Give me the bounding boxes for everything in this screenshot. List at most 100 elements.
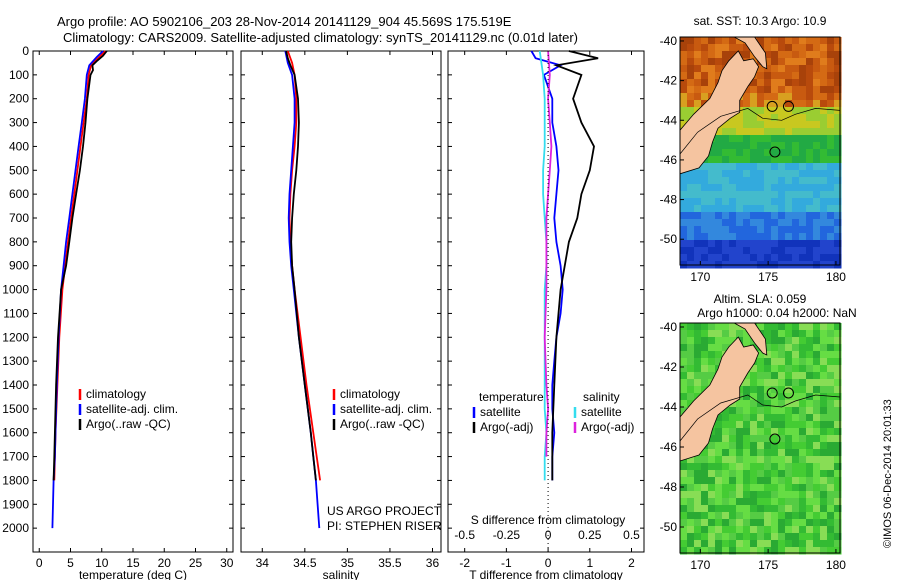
map-cell bbox=[736, 442, 744, 450]
map-cell bbox=[827, 37, 835, 45]
map-cell bbox=[799, 107, 807, 115]
map-cell bbox=[785, 547, 793, 555]
map-cell bbox=[792, 519, 800, 527]
map-cell bbox=[834, 240, 842, 248]
map-cell bbox=[827, 435, 835, 443]
map-cell bbox=[820, 37, 828, 45]
map-cell bbox=[806, 337, 814, 345]
map-cell bbox=[715, 491, 723, 499]
project-annotation: US ARGO PROJECT bbox=[327, 504, 442, 518]
map-cell bbox=[729, 477, 737, 485]
map-cell bbox=[708, 337, 716, 345]
map-cell bbox=[827, 470, 835, 478]
map-cell bbox=[827, 142, 835, 150]
map-cell bbox=[827, 184, 835, 192]
map-cell bbox=[806, 233, 814, 241]
map-cell bbox=[701, 184, 709, 192]
map-cell bbox=[827, 93, 835, 101]
map-cell bbox=[687, 254, 695, 262]
map-cell bbox=[687, 107, 695, 115]
map-cell bbox=[834, 337, 842, 345]
map-cell bbox=[722, 330, 730, 338]
map-cell bbox=[813, 407, 821, 415]
map-cell bbox=[778, 344, 786, 352]
map-cell bbox=[764, 477, 772, 485]
map-cell bbox=[813, 205, 821, 213]
map-cell bbox=[806, 547, 814, 555]
map-cell bbox=[813, 86, 821, 94]
map-cell bbox=[715, 547, 723, 555]
map-cell bbox=[743, 170, 751, 178]
map-cell bbox=[736, 156, 744, 164]
map-cell bbox=[736, 177, 744, 185]
map-cell bbox=[701, 177, 709, 185]
map-cell bbox=[806, 428, 814, 436]
map-cell bbox=[736, 421, 744, 429]
difference-profile-panel: -2 -1 0 1 2 T difference from climatology temp… bbox=[447, 50, 645, 580]
map-cell bbox=[736, 37, 744, 45]
map-cell bbox=[729, 519, 737, 527]
map-cell bbox=[778, 393, 786, 401]
x-tick-label: 35 bbox=[341, 556, 355, 570]
map-cell bbox=[729, 198, 737, 206]
bathymetry-contour bbox=[679, 394, 841, 442]
map-cell bbox=[792, 547, 800, 555]
map-cell bbox=[750, 428, 758, 436]
map-cell bbox=[701, 72, 709, 80]
map-cell bbox=[757, 107, 765, 115]
map-cell bbox=[729, 491, 737, 499]
map-cell bbox=[722, 470, 730, 478]
map-cell bbox=[736, 128, 744, 136]
map-cell bbox=[813, 170, 821, 178]
map-y-tick-label: -44 bbox=[660, 400, 678, 414]
map-cell bbox=[799, 498, 807, 506]
map-cell bbox=[799, 240, 807, 248]
map-cell bbox=[764, 86, 772, 94]
map-cell bbox=[764, 142, 772, 150]
map-cell bbox=[764, 365, 772, 373]
map-cell bbox=[813, 428, 821, 436]
map-cell bbox=[701, 323, 709, 331]
map-cell bbox=[806, 323, 814, 331]
map-cell bbox=[715, 463, 723, 471]
map-cell bbox=[820, 540, 828, 548]
map-cell bbox=[694, 519, 702, 527]
map-cell bbox=[687, 484, 695, 492]
map-cell bbox=[750, 379, 758, 387]
map-cell bbox=[806, 379, 814, 387]
map-cell bbox=[806, 477, 814, 485]
map-cell bbox=[771, 198, 779, 206]
map-cell bbox=[708, 247, 716, 255]
x-tick-label: 5 bbox=[67, 556, 74, 570]
map-cell bbox=[834, 491, 842, 499]
map-cell bbox=[820, 337, 828, 345]
map-cell bbox=[729, 142, 737, 150]
map-cell bbox=[785, 44, 793, 52]
map-cell bbox=[771, 191, 779, 199]
y-tick-label: 1800 bbox=[2, 473, 29, 487]
x-tick-label: 34 bbox=[256, 556, 270, 570]
map-cell bbox=[806, 177, 814, 185]
map-cell bbox=[806, 51, 814, 59]
map-cell bbox=[736, 233, 744, 241]
y-tick-label: 700 bbox=[9, 211, 29, 225]
map-cell bbox=[827, 72, 835, 80]
map-cell bbox=[701, 344, 709, 352]
map-cell bbox=[778, 226, 786, 234]
map-cell bbox=[743, 212, 751, 220]
map-cell bbox=[715, 142, 723, 150]
map-cell bbox=[806, 533, 814, 541]
map-cell bbox=[813, 184, 821, 192]
map-cell bbox=[757, 526, 765, 534]
x-tick-label: 1 bbox=[586, 556, 593, 570]
map-cell bbox=[820, 519, 828, 527]
map-cell bbox=[750, 414, 758, 422]
map-cell bbox=[827, 386, 835, 394]
map-cell bbox=[757, 393, 765, 401]
map-cell bbox=[799, 226, 807, 234]
map-cell bbox=[806, 205, 814, 213]
map-cell bbox=[701, 212, 709, 220]
map-cell bbox=[694, 233, 702, 241]
map-cell bbox=[729, 463, 737, 471]
